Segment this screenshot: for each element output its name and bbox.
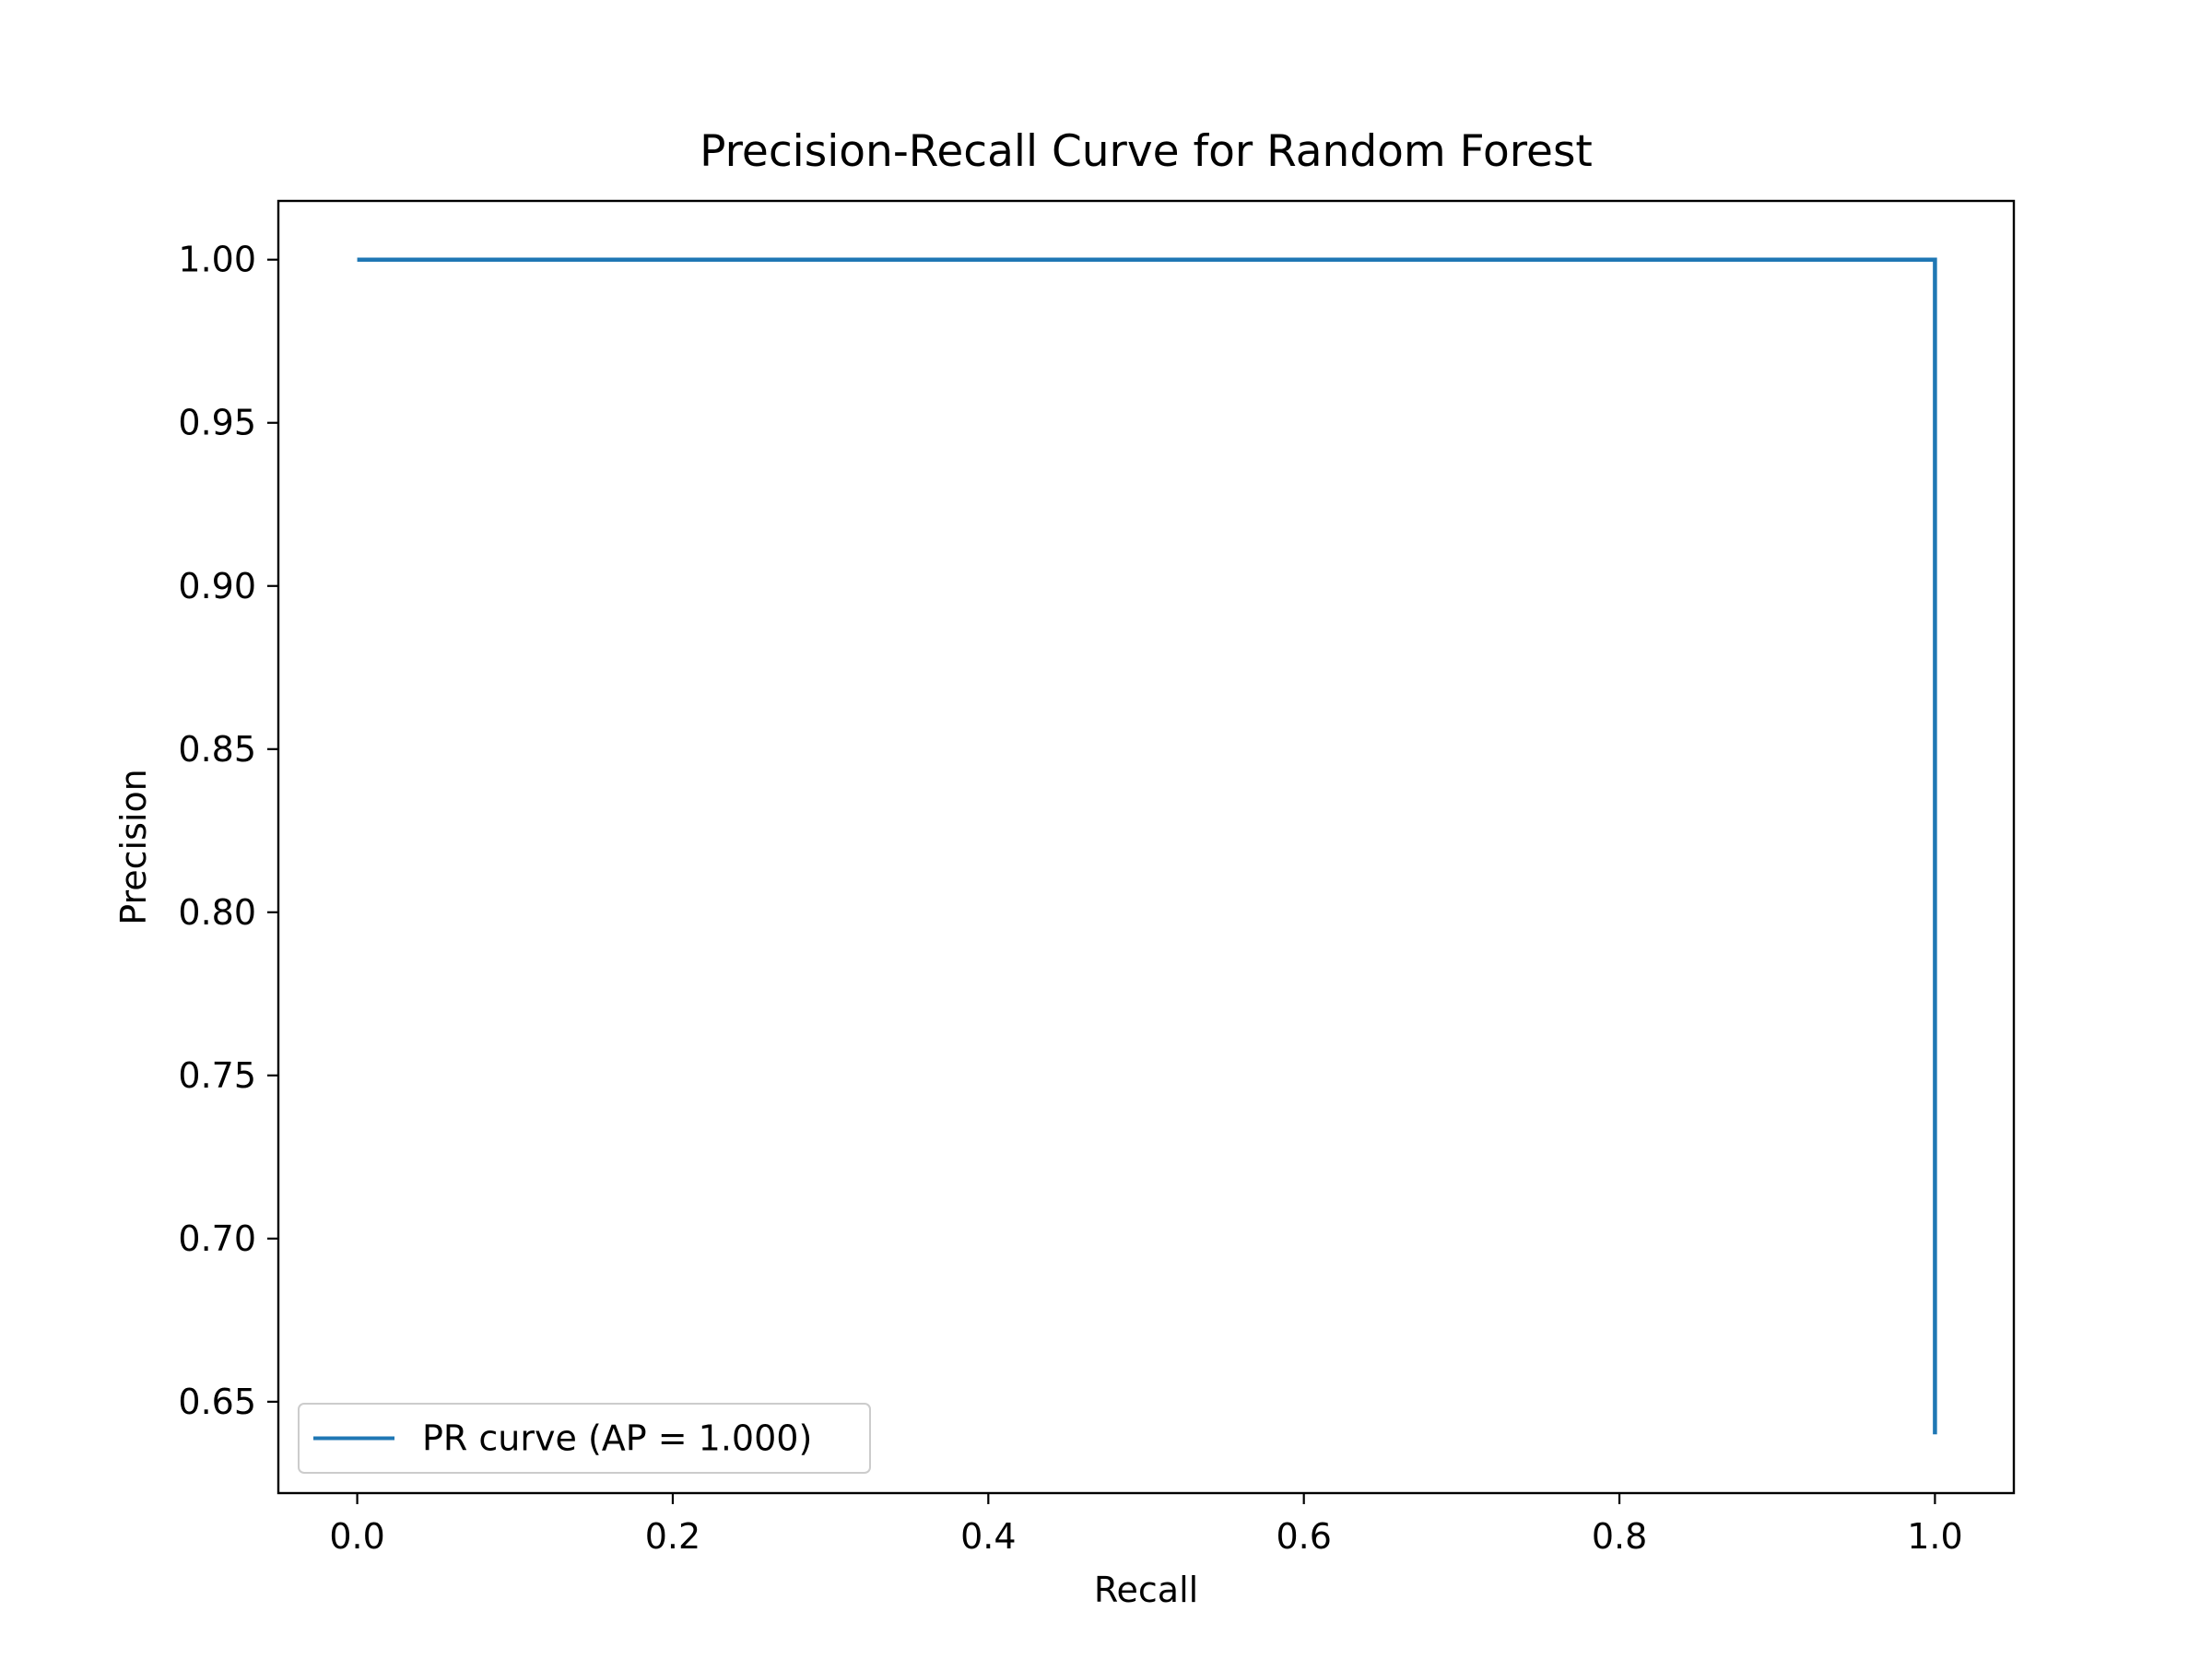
x-tick-label: 0.6: [1276, 1516, 1331, 1557]
legend: PR curve (AP = 1.000): [298, 1403, 871, 1474]
y-tick-label: 0.90: [178, 566, 256, 606]
x-tick-label: 1.0: [1907, 1516, 1962, 1557]
y-tick-label: 0.95: [178, 403, 256, 443]
pr-curve-line: [357, 257, 1937, 1435]
y-tick-label: 0.85: [178, 729, 256, 770]
x-tick-label: 0.0: [329, 1516, 384, 1557]
y-tick-label: 0.75: [178, 1055, 256, 1096]
y-tick-label: 0.65: [178, 1382, 256, 1422]
y-tick-label: 0.80: [178, 892, 256, 933]
y-tick-label: 0.70: [178, 1218, 256, 1259]
legend-box: [298, 1403, 871, 1474]
x-tick-label: 0.2: [645, 1516, 700, 1557]
y-tick-label: 1.00: [178, 240, 256, 280]
legend-entry-label: PR curve (AP = 1.000): [422, 1418, 812, 1459]
x-axis-label: Recall: [1094, 1570, 1198, 1610]
x-tick-label: 0.4: [960, 1516, 1016, 1557]
y-axis-label: Precision: [113, 769, 154, 925]
axes-frame: [276, 199, 2016, 1495]
chart-title: Precision-Recall Curve for Random Forest: [700, 126, 1593, 177]
x-tick-label: 0.8: [1592, 1516, 1647, 1557]
